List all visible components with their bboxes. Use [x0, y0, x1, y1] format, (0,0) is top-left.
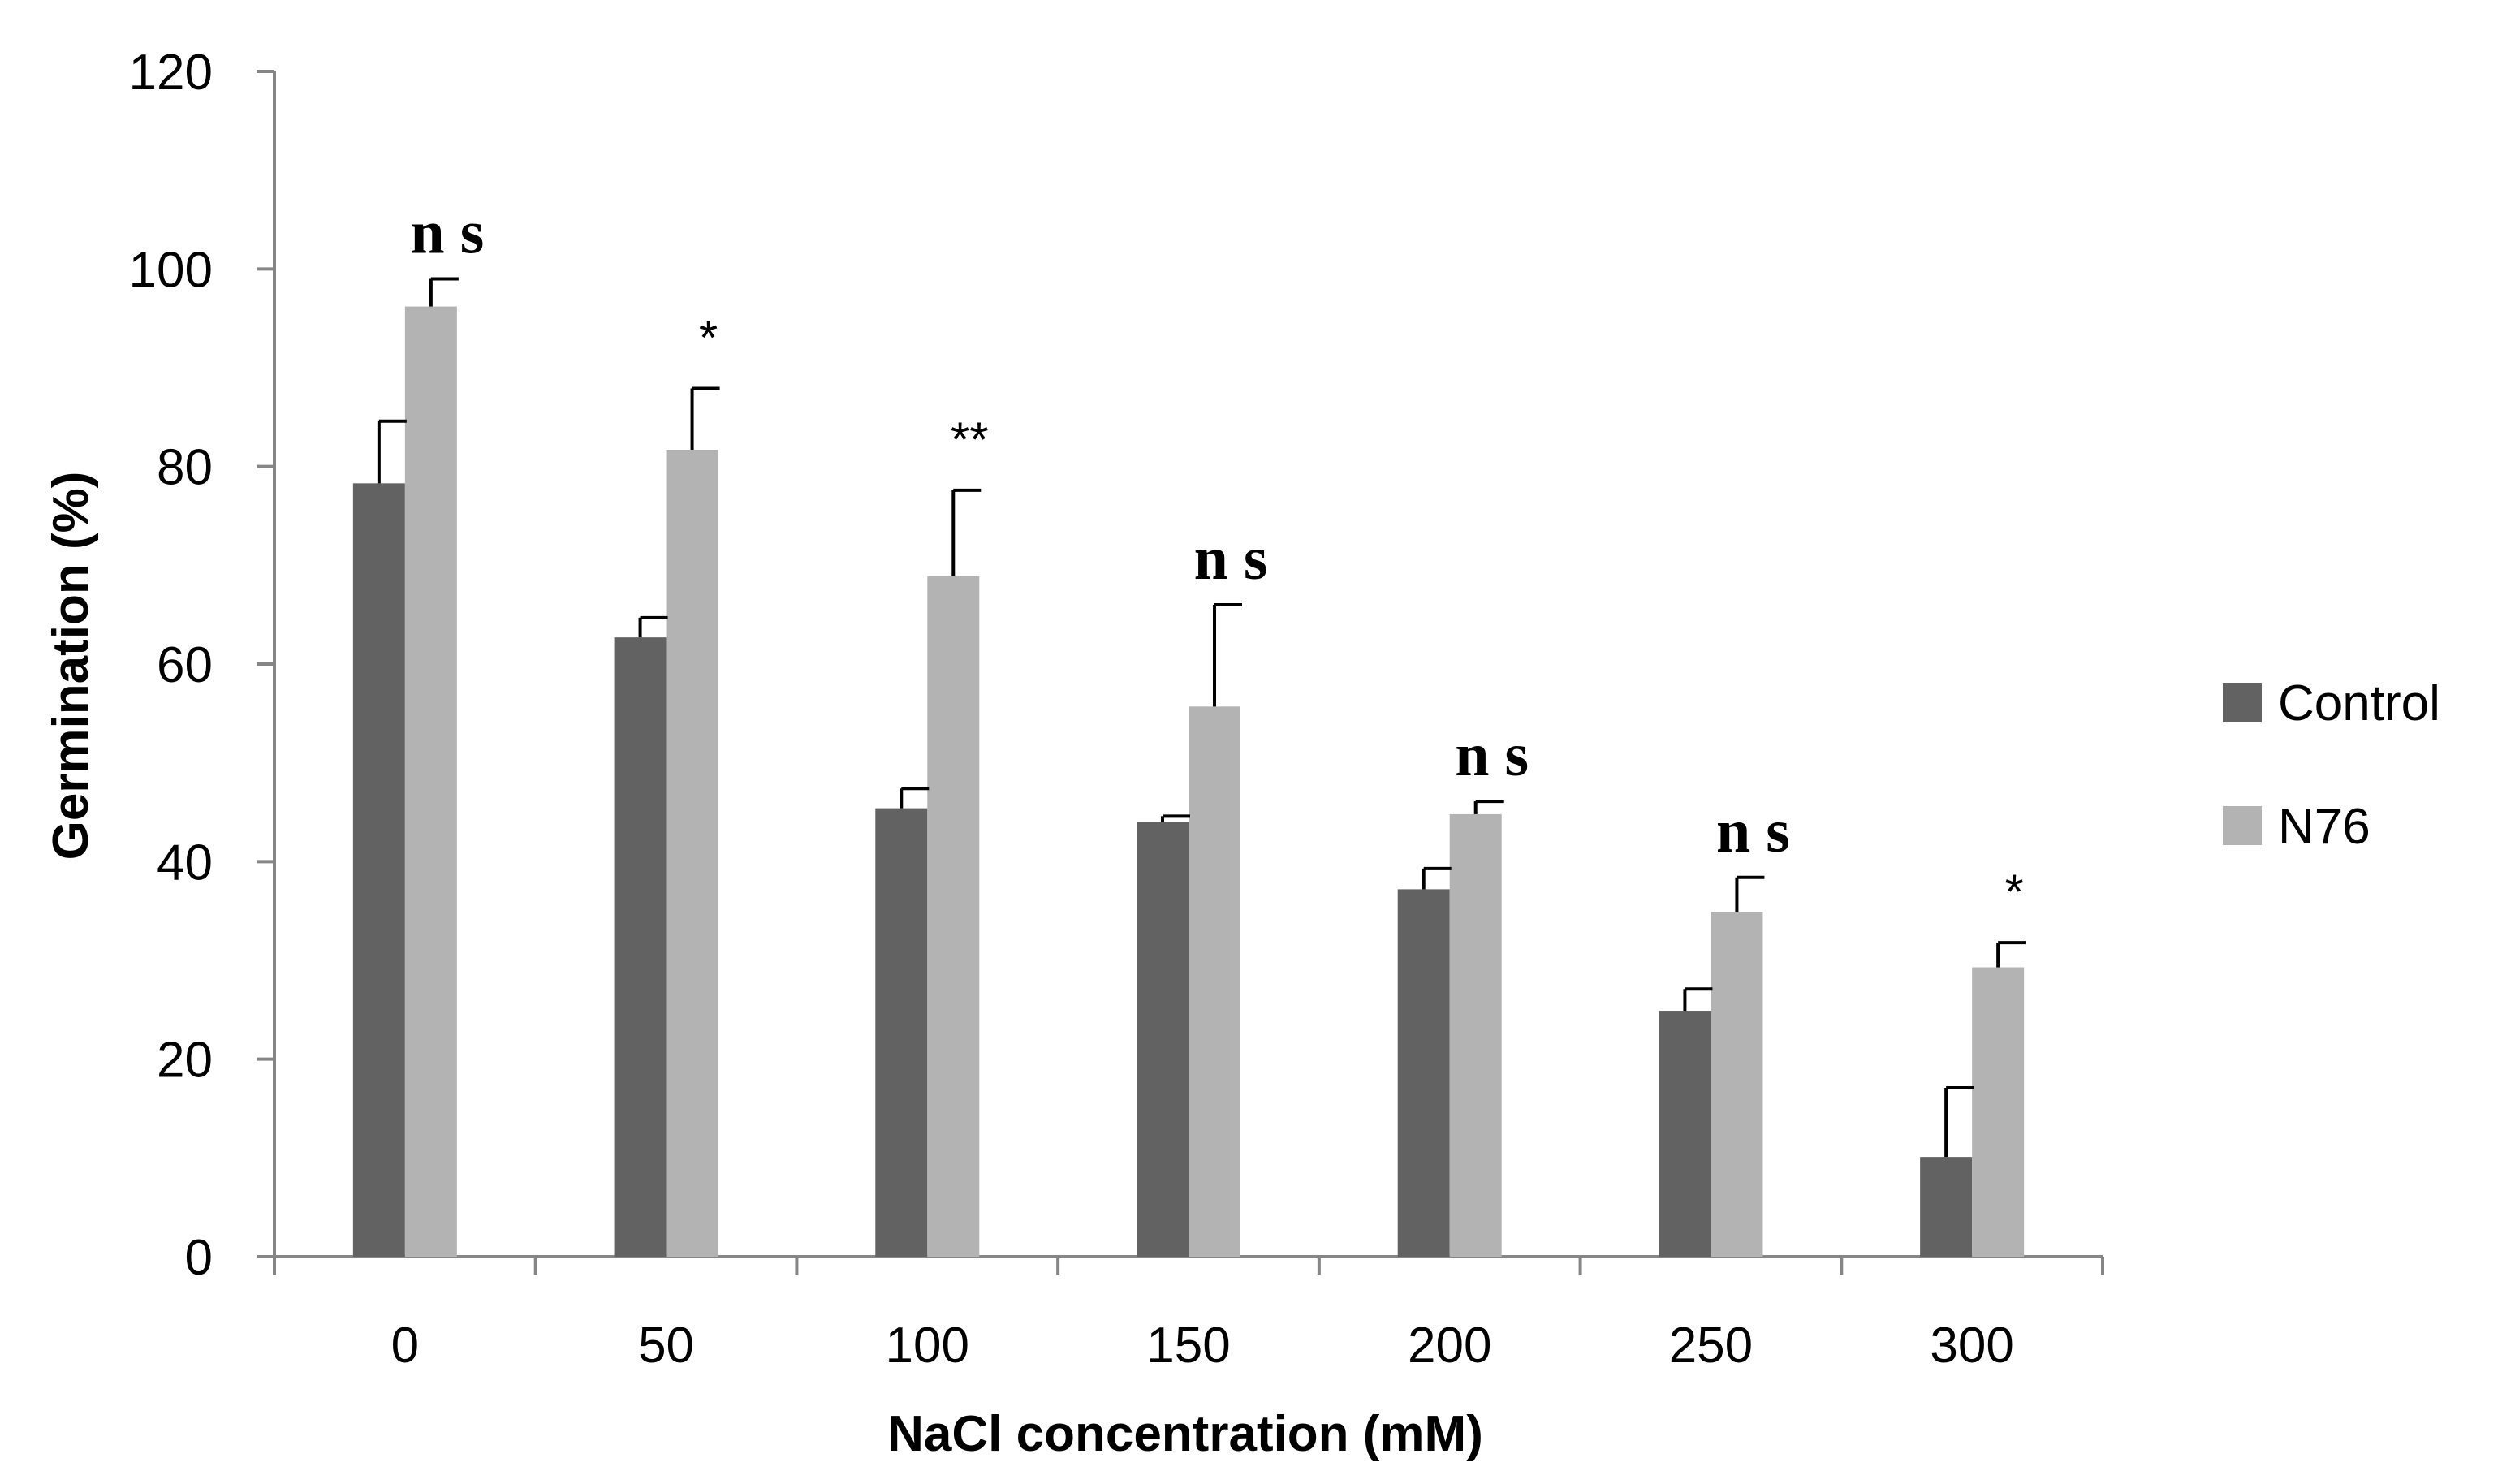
x-tick-label: 250 — [1669, 1318, 1753, 1374]
y-axis-title: Germination (%) — [43, 472, 99, 861]
bar-control-50 — [614, 637, 667, 1257]
x-tick-label: 300 — [1930, 1318, 2013, 1374]
significance-annotations: n s***n sn sn s* — [410, 199, 2023, 920]
significance-label: * — [699, 311, 718, 365]
bar-n76-150 — [1189, 706, 1240, 1257]
y-tick-label: 40 — [157, 835, 213, 891]
x-axis-title: NaCl concentration (mM) — [887, 1406, 1483, 1462]
legend-label-n76: N76 — [2278, 799, 2371, 855]
error-bars — [377, 277, 2026, 1158]
bar-n76-50 — [666, 449, 718, 1257]
legend: Control N76 — [2223, 675, 2440, 855]
y-tick-label: 0 — [185, 1230, 213, 1286]
bar-n76-250 — [1711, 912, 1763, 1257]
x-tick-label: 200 — [1408, 1318, 1491, 1374]
x-tick-label: 100 — [886, 1318, 969, 1374]
y-tick-label: 120 — [129, 45, 213, 101]
x-tick-label: 0 — [391, 1318, 419, 1374]
legend-label-control: Control — [2278, 675, 2440, 731]
x-tick-label: 50 — [638, 1318, 694, 1374]
bar-n76-300 — [1972, 967, 2025, 1257]
bar-n76-0 — [404, 306, 457, 1258]
significance-label: * — [2004, 865, 2023, 919]
y-tick-label: 60 — [157, 637, 213, 693]
significance-label: ** — [951, 412, 989, 467]
bar-control-100 — [875, 808, 928, 1257]
bar-n76-200 — [1449, 813, 1502, 1257]
significance-label: n s — [1455, 721, 1529, 789]
legend-swatch-control — [2223, 683, 2262, 722]
bar-control-200 — [1397, 889, 1450, 1257]
bar-control-150 — [1137, 822, 1189, 1257]
significance-label: n s — [1194, 524, 1268, 593]
bar-n76-100 — [927, 576, 980, 1257]
legend-swatch-n76 — [2223, 806, 2262, 845]
axes — [257, 70, 2104, 1275]
bar-control-300 — [1920, 1157, 1973, 1257]
significance-label: n s — [410, 199, 484, 267]
bar-control-0 — [352, 483, 405, 1257]
bars — [352, 306, 2025, 1258]
y-tick-label: 80 — [157, 440, 213, 496]
y-tick-label: 20 — [157, 1033, 213, 1089]
y-tick-label: 100 — [129, 242, 213, 298]
x-tick-label: 150 — [1146, 1318, 1230, 1374]
bar-control-250 — [1659, 1011, 1711, 1257]
tick-labels: 0 20 40 60 80 100 120 0 50 100 150 200 250 300 — [129, 45, 2014, 1374]
significance-label: n s — [1716, 797, 1790, 865]
